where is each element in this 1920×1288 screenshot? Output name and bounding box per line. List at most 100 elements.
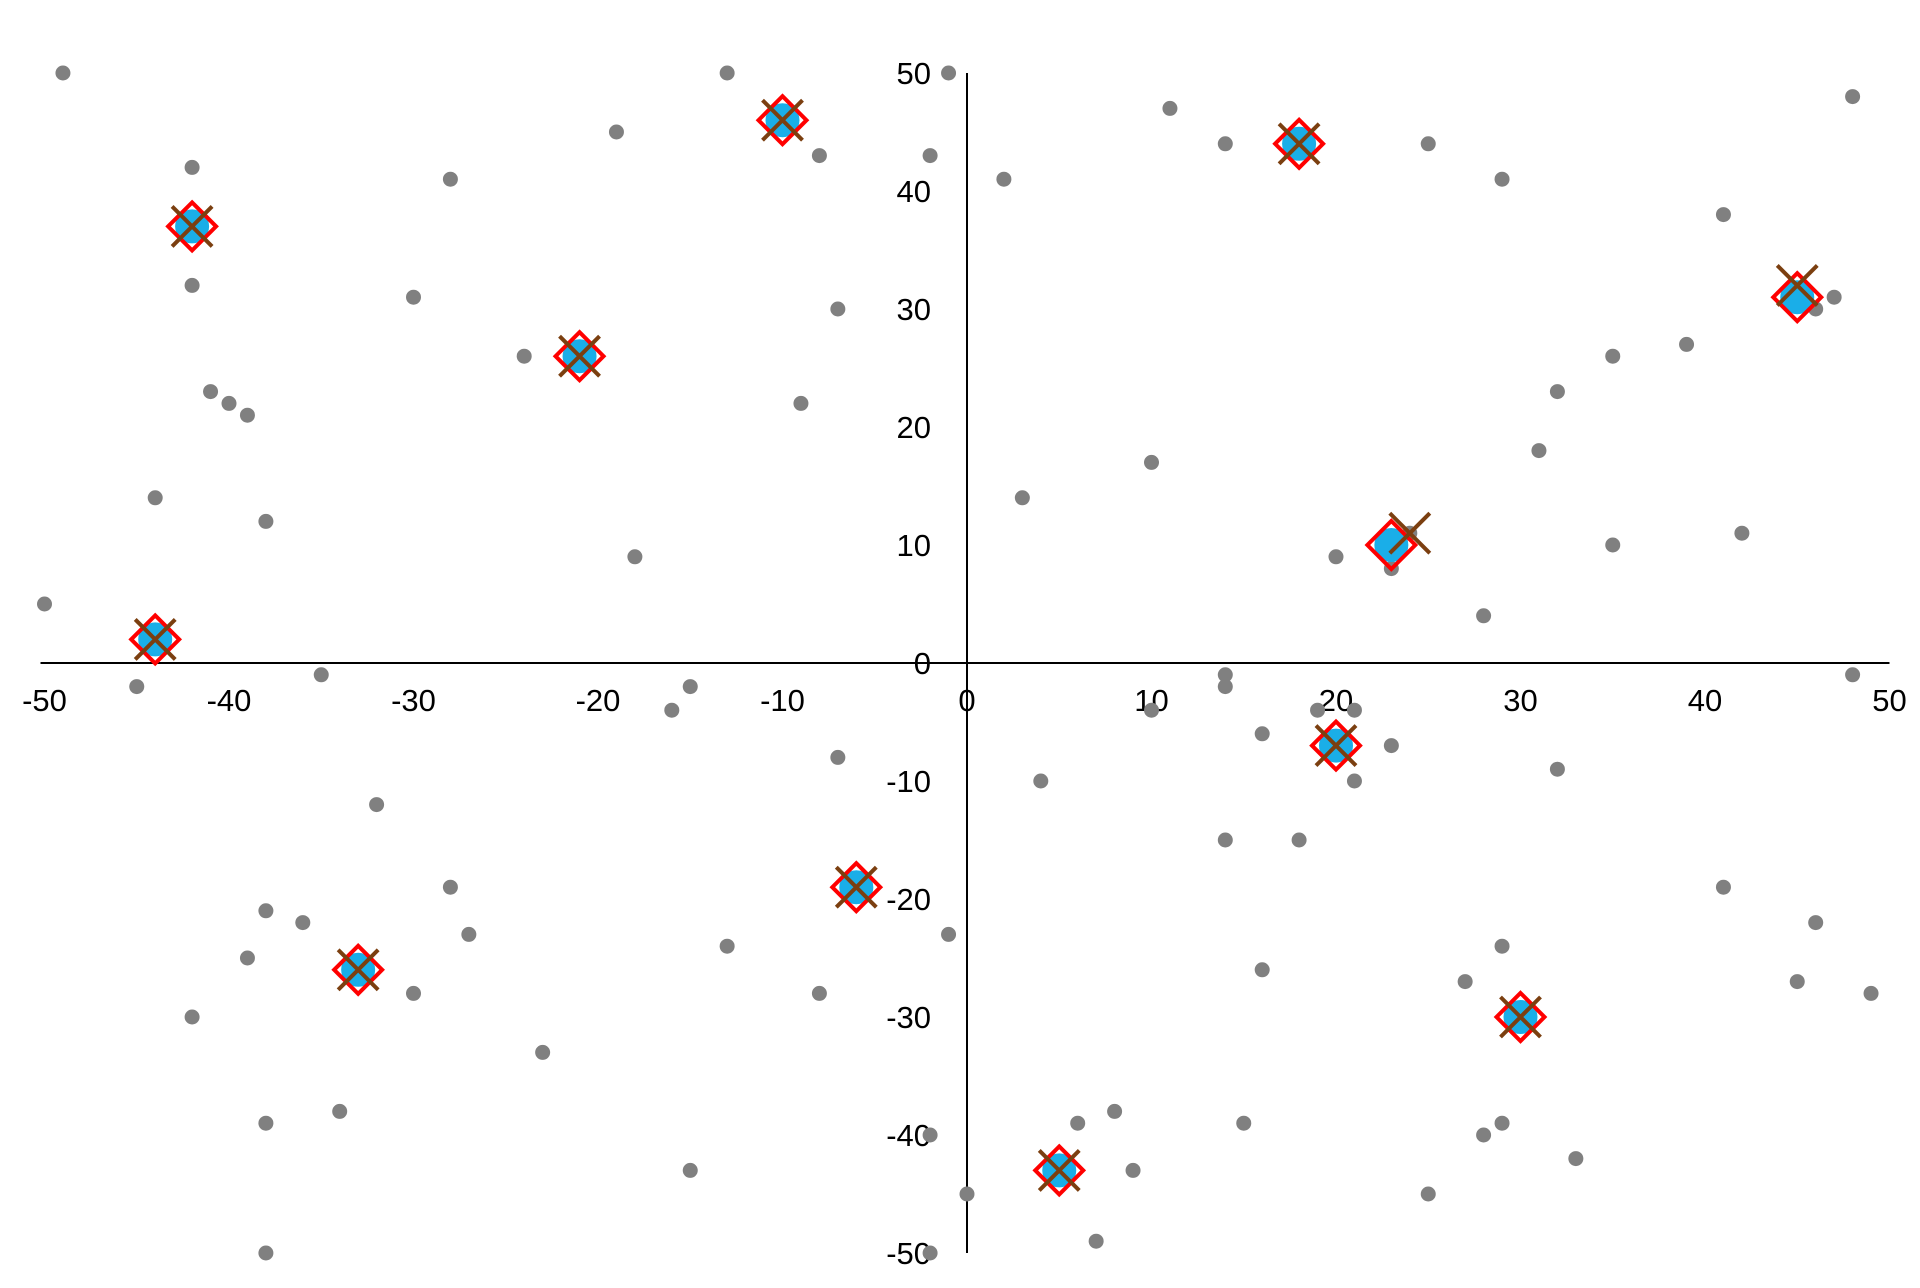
data-point — [203, 384, 219, 400]
axes — [40, 73, 1890, 1253]
data-point — [1549, 384, 1565, 400]
cluster-center-marker — [1770, 263, 1825, 325]
data-point — [258, 1115, 274, 1131]
data-point — [129, 679, 145, 695]
data-point — [1162, 100, 1178, 116]
cluster-center-marker — [331, 942, 385, 997]
x-tick-label: 30 — [1503, 683, 1537, 718]
x-tick-label: -20 — [576, 683, 621, 718]
data-point — [1254, 962, 1270, 978]
cluster-centers — [128, 93, 1825, 1198]
data-point — [830, 749, 846, 765]
center-cross-stroke — [1037, 1148, 1081, 1192]
cluster-center-marker — [1032, 1143, 1087, 1198]
y-tick-label: 0 — [914, 646, 931, 681]
cluster-center-marker — [755, 93, 810, 148]
data-point — [295, 915, 311, 931]
x-tick-label: 50 — [1872, 683, 1906, 718]
data-point — [258, 513, 274, 529]
data-point — [1107, 1103, 1123, 1119]
center-diamond — [128, 612, 183, 667]
data-point — [719, 938, 735, 954]
x-tick-label: -10 — [760, 683, 805, 718]
data-point — [1033, 773, 1049, 789]
data-point — [1346, 702, 1362, 718]
x-tick-label: -40 — [207, 683, 252, 718]
data-point — [1217, 667, 1233, 683]
center-cross-stroke — [170, 204, 214, 248]
center-cross-stroke — [1388, 511, 1432, 555]
data-point — [184, 1009, 200, 1025]
data-point — [55, 65, 71, 81]
data-point — [1476, 608, 1492, 624]
data-point — [1494, 938, 1510, 954]
data-point — [1476, 1127, 1492, 1143]
data-point — [332, 1103, 348, 1119]
data-point — [1310, 702, 1326, 718]
data-point — [1088, 1233, 1104, 1249]
data-point — [811, 148, 827, 164]
data-point — [1679, 336, 1695, 352]
center-cross-stroke — [133, 617, 177, 661]
center-diamond — [1032, 1143, 1087, 1198]
y-tick-label: 30 — [897, 292, 931, 327]
cluster-center-marker — [552, 329, 607, 384]
center-cross-stroke — [1314, 724, 1358, 768]
cluster-center-marker — [1493, 990, 1548, 1044]
data-point — [1568, 1151, 1584, 1167]
data-point — [406, 985, 421, 1001]
data-point — [1715, 879, 1731, 895]
data-point — [682, 1162, 698, 1178]
data-point — [147, 490, 163, 506]
data-point — [682, 679, 698, 695]
data-point — [941, 926, 957, 942]
y-tick-label: 50 — [897, 56, 931, 91]
data-point — [811, 985, 827, 1001]
data-point — [442, 171, 458, 187]
data-point — [1605, 348, 1621, 364]
data-point — [793, 395, 809, 411]
data-point — [1420, 1186, 1436, 1202]
data-point — [1144, 454, 1159, 470]
data-point — [922, 148, 938, 164]
data-point — [664, 702, 680, 718]
data-point — [1217, 136, 1233, 152]
data-point — [1144, 702, 1159, 718]
center-cross-stroke — [1775, 263, 1819, 307]
center-diamond — [1770, 270, 1825, 325]
cluster-center-marker — [829, 860, 884, 915]
center-cross-stroke — [1499, 995, 1542, 1039]
data-point — [406, 289, 421, 305]
tick-labels: -50 -40 -30 -20 -10 0 10 20 30 40 5050403020100-10… — [22, 56, 1907, 1271]
center-cross-stroke — [761, 98, 804, 142]
data-point — [959, 1186, 975, 1202]
y-tick-label: 10 — [897, 528, 931, 563]
data-point — [1346, 773, 1362, 789]
cluster-center-marker — [165, 199, 219, 254]
data-point — [1217, 679, 1233, 695]
data-point — [461, 926, 477, 942]
y-tick-label: -10 — [886, 764, 931, 799]
data-point — [1845, 667, 1861, 683]
center-diamond — [1309, 718, 1363, 773]
x-tick-label: -30 — [391, 683, 436, 718]
y-tick-label: -20 — [886, 882, 931, 917]
data-point — [442, 879, 458, 895]
data-point — [719, 65, 735, 81]
data-point — [1070, 1115, 1086, 1131]
center-cross-stroke — [336, 948, 380, 992]
data-point — [369, 797, 385, 813]
data-point — [1420, 136, 1436, 152]
data-point — [1383, 738, 1399, 754]
data-point — [1291, 832, 1307, 848]
data-point — [1863, 985, 1879, 1001]
y-tick-label: 40 — [897, 174, 931, 209]
x-tick-label: 0 — [958, 683, 975, 718]
data-point — [239, 407, 255, 423]
center-cross-stroke — [558, 334, 601, 378]
data-point — [1217, 832, 1233, 848]
cluster-center-marker — [1272, 116, 1326, 171]
data-point — [1328, 549, 1344, 565]
data-point — [516, 348, 532, 364]
